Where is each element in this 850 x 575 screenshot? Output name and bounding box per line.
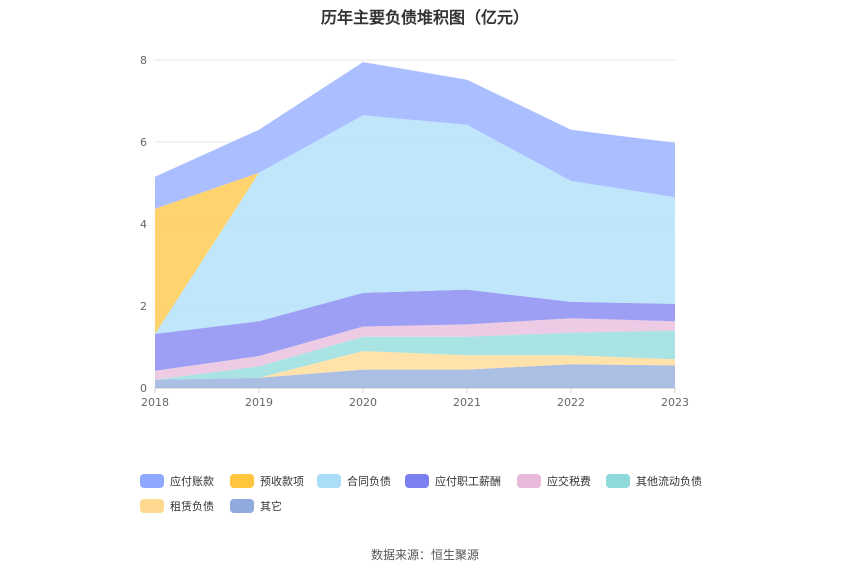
legend-item[interactable]: 预收款项 bbox=[230, 473, 304, 489]
legend-swatch bbox=[606, 474, 630, 488]
legend-swatch bbox=[517, 474, 541, 488]
x-tick-label: 2020 bbox=[349, 396, 377, 409]
axis-layer: 0 2 4 6 8 2018 2019 2020 2021 2022 2023 bbox=[140, 54, 689, 409]
area-series[interactable] bbox=[155, 351, 675, 380]
area-series[interactable] bbox=[155, 115, 675, 334]
x-tick-label: 2019 bbox=[245, 396, 273, 409]
x-tick-label: 2023 bbox=[661, 396, 689, 409]
x-tick-label: 2021 bbox=[453, 396, 481, 409]
legend-swatch bbox=[405, 474, 429, 488]
legend-label: 租赁负债 bbox=[170, 500, 214, 513]
y-tick-label: 6 bbox=[140, 136, 147, 149]
legend-swatch bbox=[140, 474, 164, 488]
stacked-area-chart: 0 2 4 6 8 2018 2019 2020 2021 2022 2023 bbox=[140, 54, 689, 409]
area-series[interactable] bbox=[155, 318, 675, 380]
legend-label: 应交税费 bbox=[547, 475, 591, 488]
area-layer bbox=[155, 62, 675, 388]
legend-swatch bbox=[230, 474, 254, 488]
data-source: 数据来源：恒生聚源 bbox=[370, 548, 479, 562]
legend-label: 应付账款 bbox=[170, 475, 214, 488]
legend-label: 其它 bbox=[260, 500, 282, 513]
legend-label: 合同负债 bbox=[347, 475, 391, 488]
legend-swatch bbox=[317, 474, 341, 488]
chart-title: 历年主要负债堆积图（亿元） bbox=[320, 8, 529, 27]
area-series[interactable] bbox=[155, 62, 675, 209]
y-tick-label: 0 bbox=[140, 382, 147, 395]
legend-item[interactable]: 其它 bbox=[230, 498, 282, 514]
legend-item[interactable]: 租赁负债 bbox=[140, 498, 214, 514]
area-series[interactable] bbox=[155, 289, 675, 371]
x-tick-label: 2018 bbox=[141, 396, 169, 409]
y-tick-label: 2 bbox=[140, 300, 147, 313]
legend-swatch bbox=[140, 499, 164, 513]
y-tick-label: 8 bbox=[140, 54, 147, 67]
legend-item[interactable]: 应付账款 bbox=[140, 473, 214, 489]
legend-swatch bbox=[230, 499, 254, 513]
area-series[interactable] bbox=[155, 364, 675, 388]
legend-item[interactable]: 应付职工薪酬 bbox=[405, 473, 501, 489]
legend-item[interactable]: 合同负债 bbox=[317, 473, 391, 489]
legend-label: 其他流动负债 bbox=[636, 475, 702, 488]
area-series[interactable] bbox=[155, 330, 675, 380]
x-tick-label: 2022 bbox=[557, 396, 585, 409]
legend-item[interactable]: 应交税费 bbox=[517, 473, 591, 489]
legend-item[interactable]: 其他流动负债 bbox=[606, 473, 702, 489]
y-tick-label: 4 bbox=[140, 218, 147, 231]
legend-label: 应付职工薪酬 bbox=[435, 475, 501, 488]
legend-label: 预收款项 bbox=[260, 475, 304, 488]
